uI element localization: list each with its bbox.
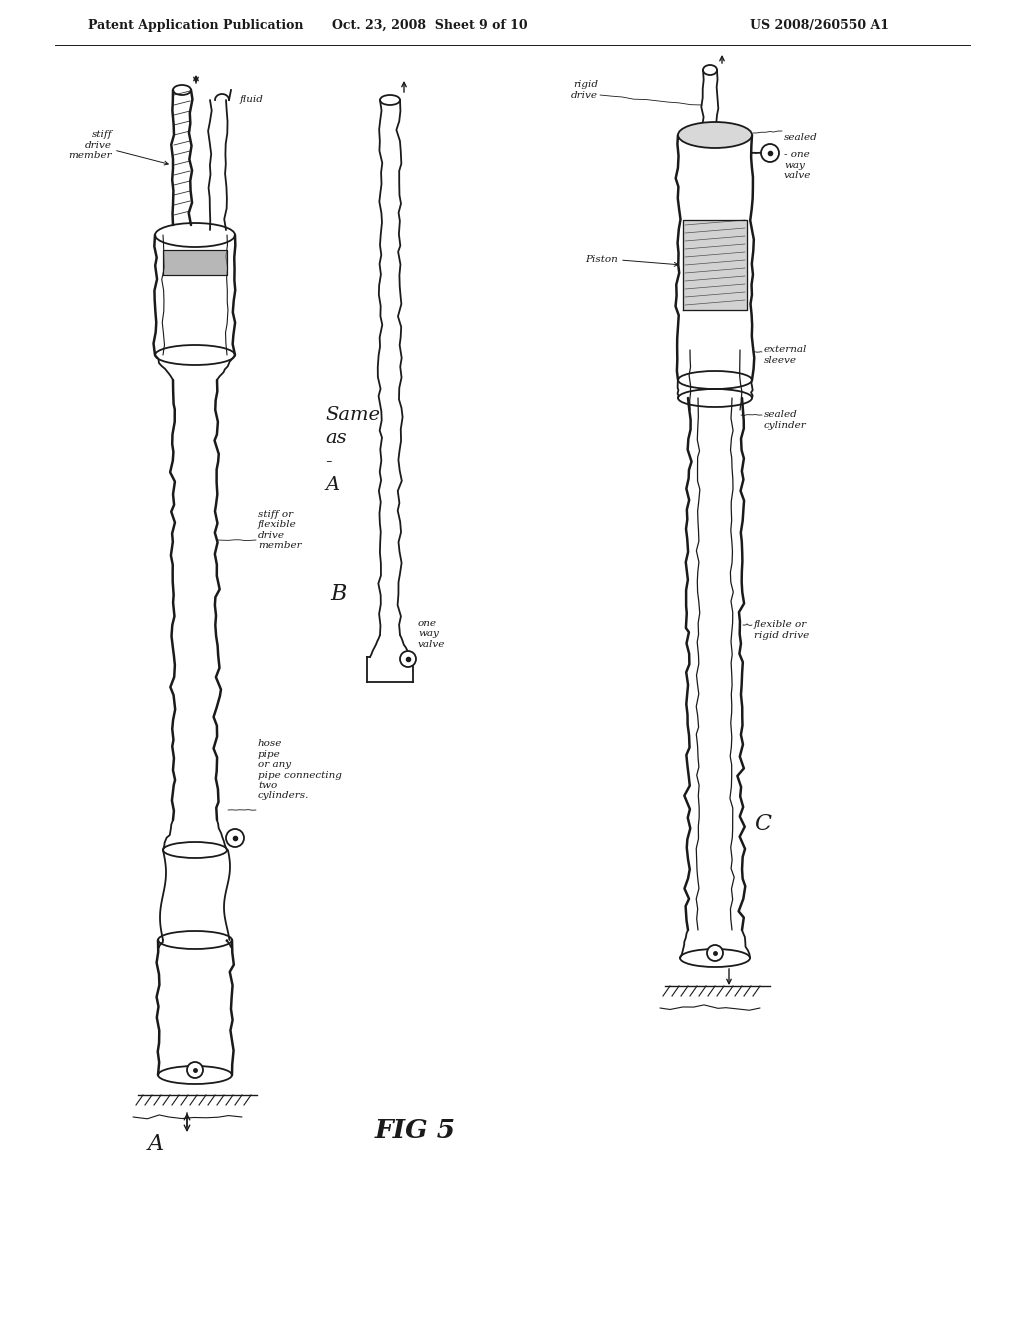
Text: flexible or
rigid drive: flexible or rigid drive: [754, 620, 809, 640]
Ellipse shape: [678, 121, 752, 148]
Text: US 2008/260550 A1: US 2008/260550 A1: [751, 18, 890, 32]
Text: - one
way
valve: - one way valve: [784, 150, 811, 180]
Text: fluid: fluid: [240, 95, 264, 104]
Polygon shape: [683, 220, 746, 310]
Text: stiff or
flexible
drive
member: stiff or flexible drive member: [258, 510, 302, 550]
Text: rigid
drive: rigid drive: [571, 81, 598, 100]
Circle shape: [761, 144, 779, 162]
Text: Patent Application Publication: Patent Application Publication: [88, 18, 303, 32]
Circle shape: [187, 1063, 203, 1078]
Text: external
sleeve: external sleeve: [764, 346, 807, 364]
Circle shape: [707, 945, 723, 961]
Circle shape: [226, 829, 244, 847]
Circle shape: [400, 651, 416, 667]
Text: Piston: Piston: [586, 256, 618, 264]
Text: hose
pipe
or any
pipe connecting
two
cylinders.: hose pipe or any pipe connecting two cyl…: [258, 739, 342, 800]
Text: Same
as
-
A: Same as - A: [325, 405, 380, 495]
Text: C: C: [754, 813, 771, 836]
Polygon shape: [163, 249, 227, 275]
Text: FIG 5: FIG 5: [375, 1118, 456, 1143]
Text: sealed
cylinder: sealed cylinder: [764, 411, 807, 430]
Text: B: B: [330, 583, 346, 605]
Text: Oct. 23, 2008  Sheet 9 of 10: Oct. 23, 2008 Sheet 9 of 10: [332, 18, 527, 32]
Text: stiff
drive
member: stiff drive member: [69, 131, 112, 160]
Text: A: A: [148, 1133, 164, 1155]
Text: sealed: sealed: [784, 132, 818, 141]
Text: one
way
valve: one way valve: [418, 619, 445, 649]
